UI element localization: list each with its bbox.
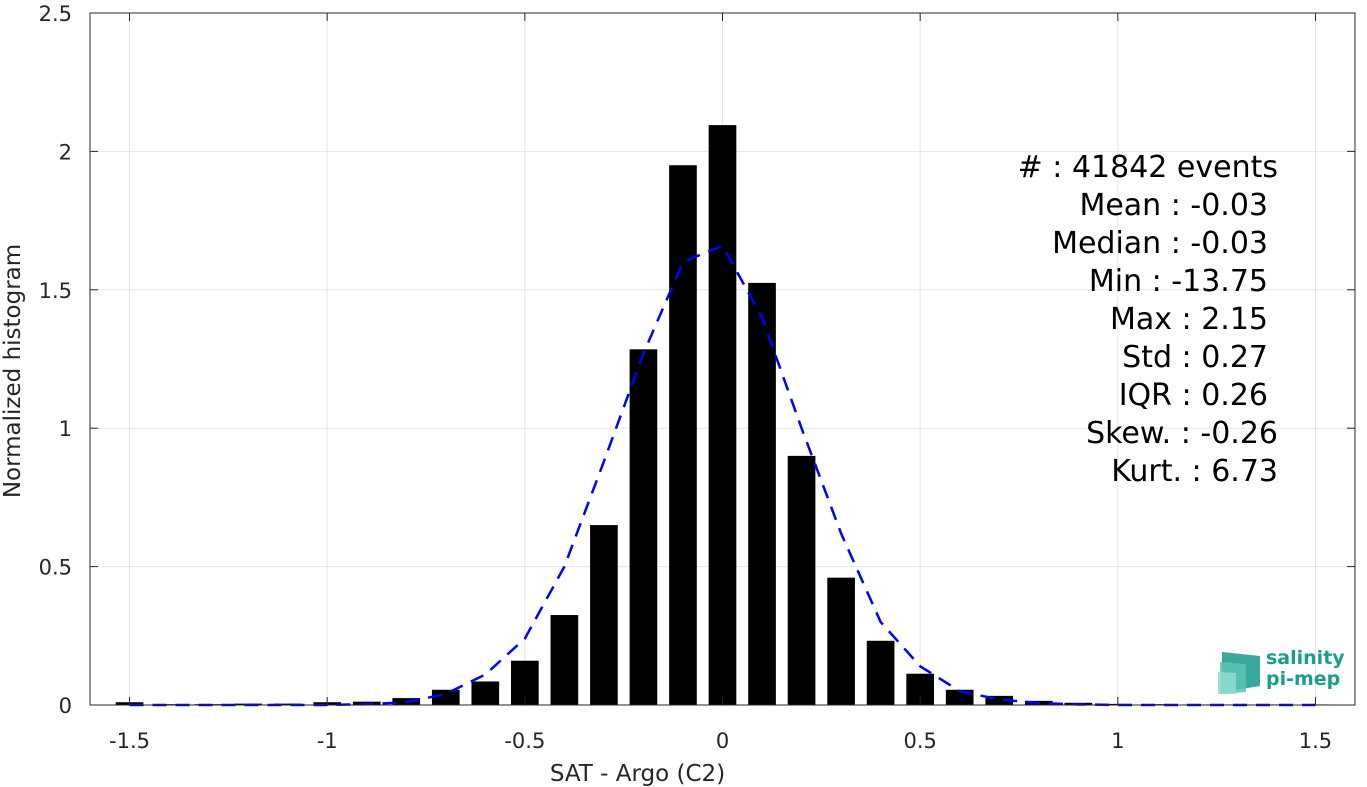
y-tick-label: 2 (59, 140, 72, 164)
logo-line-1: salinity (1266, 647, 1345, 669)
histogram-bar (550, 615, 579, 705)
stats-line: Mean : -0.03 (1079, 188, 1268, 223)
histogram-bar (471, 681, 500, 705)
histogram-bar (985, 695, 1014, 705)
y-tick-label: 1.5 (39, 279, 72, 303)
histogram-bar (748, 282, 776, 705)
y-axis-label: Normalized histogram (0, 244, 26, 498)
histogram-bar (669, 165, 697, 706)
histogram-bar (708, 125, 737, 705)
histogram-bar (787, 455, 816, 705)
x-tick-label: 0.5 (903, 729, 936, 753)
histogram-bar (273, 703, 302, 705)
stats-line: Std : 0.27 (1122, 340, 1268, 375)
wave-logo-icon (1218, 652, 1260, 694)
histogram-bar (827, 577, 855, 705)
x-tick-label: -1.5 (109, 729, 150, 753)
x-tick-label: 1.5 (1299, 729, 1332, 753)
stats-line: Median : -0.03 (1052, 226, 1268, 261)
histogram-bars (115, 125, 1330, 706)
logo-line-2: pi-mep (1266, 668, 1341, 690)
y-tick-label: 0 (59, 694, 72, 718)
x-tick-labels: -1.5 -1 -0.5 0 0.5 1 1.5 (109, 729, 1332, 753)
y-tick-label: 2.5 (39, 2, 72, 26)
stats-line: IQR : 0.26 (1119, 378, 1268, 413)
salinity-pi-mep-logo: salinity pi-mep (1216, 646, 1346, 696)
stats-line: # : 41842 events (1018, 150, 1278, 185)
histogram-bar (866, 640, 895, 705)
stats-line: Skew. : -0.26 (1086, 416, 1278, 451)
stats-line: Min : -13.75 (1089, 264, 1268, 299)
x-tick-label: -1 (317, 729, 338, 753)
stats-line: Max : 2.15 (1110, 302, 1268, 337)
y-tick-label: 0.5 (39, 556, 72, 580)
histogram-bar (431, 689, 460, 705)
x-tick-label: 1 (1111, 729, 1124, 753)
y-tick-label: 1 (59, 417, 72, 441)
stats-line: Kurt. : 6.73 (1111, 454, 1278, 489)
histogram-bar (629, 349, 658, 705)
histogram-bar (590, 525, 618, 705)
x-tick-label: 0 (716, 729, 729, 753)
x-tick-label: -0.5 (504, 729, 545, 753)
axis-ticks (90, 12, 1355, 706)
x-axis-label: SAT - Argo (C2) (550, 761, 725, 787)
y-tick-labels: 0 0.5 1 1.5 2 2.5 (39, 2, 72, 718)
